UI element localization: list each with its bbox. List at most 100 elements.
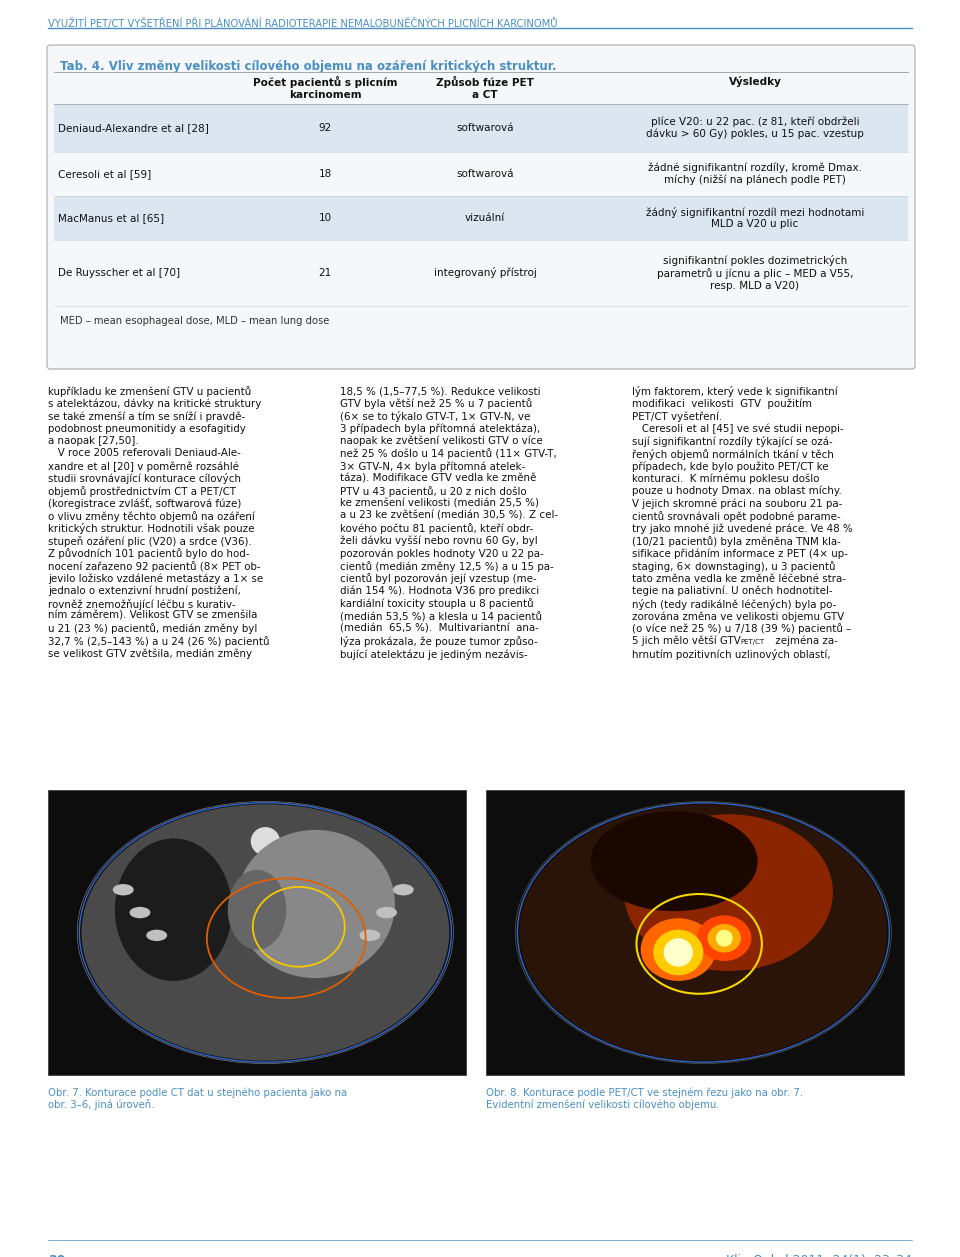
Text: try jako mnohé již uvedené práce. Ve 48 %: try jako mnohé již uvedené práce. Ve 48 … (632, 523, 852, 534)
Text: 18,5 % (1,5–77,5 %). Redukce velikosti: 18,5 % (1,5–77,5 %). Redukce velikosti (340, 386, 540, 396)
Text: cientů srovnávali opět podobné parame-: cientů srovnávali opět podobné parame- (632, 512, 841, 522)
Text: lýza prokázala, že pouze tumor způso-: lýza prokázala, že pouze tumor způso- (340, 636, 538, 647)
Text: nocení zařazeno 92 pacientů (8× PET ob-: nocení zařazeno 92 pacientů (8× PET ob- (48, 561, 260, 572)
Text: bující atelektázu je jediným nezávis-: bující atelektázu je jediným nezávis- (340, 649, 528, 660)
Text: 5 jich mělo větší GTV: 5 jich mělo větší GTV (632, 636, 741, 646)
Text: integrovaný přístroj: integrovaný přístroj (434, 268, 537, 279)
Ellipse shape (115, 838, 232, 980)
Text: Ceresoli et al [45] ve své studii nepopi-: Ceresoli et al [45] ve své studii nepopi… (632, 424, 844, 434)
Text: Tab. 4. Vliv změny velikosti cílového objemu na ozáření kritických struktur.: Tab. 4. Vliv změny velikosti cílového ob… (60, 60, 557, 73)
Text: u 21 (23 %) pacientů, medián změny byl: u 21 (23 %) pacientů, medián změny byl (48, 623, 257, 635)
Text: (10/21 pacientů) byla změněna TNM kla-: (10/21 pacientů) byla změněna TNM kla- (632, 535, 841, 547)
Ellipse shape (82, 804, 449, 1061)
Text: žádný signifikantní rozdíl mezi hodnotami
MLD a V20 u plic: žádný signifikantní rozdíl mezi hodnotam… (646, 206, 864, 229)
Text: GTV byla větší než 25 % u 7 pacientů: GTV byla větší než 25 % u 7 pacientů (340, 398, 532, 410)
Text: objemů prostřednictvím CT a PET/CT: objemů prostřednictvím CT a PET/CT (48, 486, 236, 497)
Text: jednalo o extenzivní hrudní postižení,: jednalo o extenzivní hrudní postižení, (48, 586, 241, 597)
Text: 3× GTV-N, 4× byla přítomná atelek-: 3× GTV-N, 4× byla přítomná atelek- (340, 461, 525, 471)
Ellipse shape (393, 884, 414, 895)
Ellipse shape (653, 930, 704, 975)
Text: Z původních 101 pacientů bylo do hod-: Z původních 101 pacientů bylo do hod- (48, 548, 250, 559)
Bar (48, 789, 466, 1075)
Ellipse shape (130, 906, 151, 919)
Text: 32,7 % (2,5–143 %) a u 24 (26 %) pacientů: 32,7 % (2,5–143 %) a u 24 (26 %) pacient… (48, 636, 270, 647)
Text: 3 případech byla přítomná atelektáza),: 3 případech byla přítomná atelektáza), (340, 424, 540, 434)
Text: a u 23 ke zvětšení (medián 30,5 %). Z cel-: a u 23 ke zvětšení (medián 30,5 %). Z ce… (340, 512, 558, 520)
Text: a naopak [27,50].: a naopak [27,50]. (48, 436, 138, 446)
Text: Počet pacientů s plicním
karcinomem: Počet pacientů s plicním karcinomem (252, 75, 397, 99)
Text: zejména za-: zejména za- (772, 636, 838, 646)
Text: (6× se to týkalo GTV-T, 1× GTV-N, ve: (6× se to týkalo GTV-T, 1× GTV-N, ve (340, 411, 530, 422)
Text: Obr. 7. Konturace podle CT dat u stejného pacienta jako na
obr. 3–6, jiná úroveň: Obr. 7. Konturace podle CT dat u stejnéh… (48, 1087, 348, 1110)
Text: 92: 92 (319, 123, 331, 133)
Text: kového počtu 81 pacientů, kteří obdr-: kového počtu 81 pacientů, kteří obdr- (340, 523, 533, 534)
Ellipse shape (146, 930, 167, 941)
Text: softwarová: softwarová (456, 168, 514, 178)
Text: Klin Onkol 2011; 24(1): 23–34: Klin Onkol 2011; 24(1): 23–34 (726, 1254, 912, 1257)
Text: ním záměrem). Velikost GTV se zmenšila: ním záměrem). Velikost GTV se zmenšila (48, 611, 257, 621)
Text: kardiální toxicity stoupla u 8 pacientů: kardiální toxicity stoupla u 8 pacientů (340, 598, 534, 610)
Ellipse shape (708, 924, 741, 953)
Text: PET/CT vyšetření.: PET/CT vyšetření. (632, 411, 722, 421)
Text: zorována změna ve velikosti objemu GTV: zorována změna ve velikosti objemu GTV (632, 611, 844, 621)
Text: Deniaud-Alexandre et al [28]: Deniaud-Alexandre et al [28] (58, 123, 209, 133)
Text: jevilo ložisko vzdálené metastázy a 1× se: jevilo ložisko vzdálené metastázy a 1× s… (48, 573, 263, 585)
Text: PTV u 43 pacientů, u 20 z nich došlo: PTV u 43 pacientů, u 20 z nich došlo (340, 486, 527, 497)
Text: tegie na paliativní. U oněch hodnotitel-: tegie na paliativní. U oněch hodnotitel- (632, 586, 832, 597)
Text: MED – mean esophageal dose, MLD – mean lung dose: MED – mean esophageal dose, MLD – mean l… (60, 316, 329, 326)
Ellipse shape (697, 915, 752, 962)
Text: ných (tedy radikálně léčených) byla po-: ných (tedy radikálně léčených) byla po- (632, 598, 836, 610)
Bar (486, 789, 904, 1075)
Text: o vlivu změny těchto objemů na ozáření: o vlivu změny těchto objemů na ozáření (48, 512, 254, 522)
Ellipse shape (236, 830, 395, 978)
Text: plíce V20: u 22 pac. (z 81, kteří obdrželi
dávku > 60 Gy) pokles, u 15 pac. vzes: plíce V20: u 22 pac. (z 81, kteří obdrže… (646, 117, 864, 140)
Text: V roce 2005 referovali Deniaud-Ale-: V roce 2005 referovali Deniaud-Ale- (48, 449, 241, 459)
Text: pouze u hodnoty Dmax. na oblast míchy.: pouze u hodnoty Dmax. na oblast míchy. (632, 486, 842, 497)
Text: PET/CT: PET/CT (740, 639, 764, 645)
Text: řených objemů normálních tkání v těch: řených objemů normálních tkání v těch (632, 449, 834, 460)
Ellipse shape (376, 906, 397, 919)
Ellipse shape (359, 930, 380, 941)
Text: (o více než 25 %) u 7/18 (39 %) pacientů –: (o více než 25 %) u 7/18 (39 %) pacientů… (632, 623, 852, 635)
Text: softwarová: softwarová (456, 123, 514, 133)
Text: (koregistrace zvlášť, softwarová fúze): (koregistrace zvlášť, softwarová fúze) (48, 499, 241, 509)
Text: stupeň ozáření plic (V20) a srdce (V36).: stupeň ozáření plic (V20) a srdce (V36). (48, 535, 252, 547)
Text: modifikaci  velikosti  GTV  použitím: modifikaci velikosti GTV použitím (632, 398, 812, 409)
Text: želi dávku vyšší nebo rovnu 60 Gy, byl: želi dávku vyšší nebo rovnu 60 Gy, byl (340, 535, 538, 547)
Text: 18: 18 (319, 168, 331, 178)
Text: studii srovnávající konturace cílových: studii srovnávající konturace cílových (48, 474, 241, 484)
Text: hrnutím pozitivních uzlinových oblastí,: hrnutím pozitivních uzlinových oblastí, (632, 649, 830, 660)
Text: lým faktorem, který vede k signifikantní: lým faktorem, který vede k signifikantní (632, 386, 838, 397)
Text: 30: 30 (48, 1254, 65, 1257)
Text: dián 154 %). Hodnota V36 pro predikci: dián 154 %). Hodnota V36 pro predikci (340, 586, 540, 597)
Text: táza). Modifikace GTV vedla ke změně: táza). Modifikace GTV vedla ke změně (340, 474, 537, 484)
Text: podobnost pneumonitidy a esofagitidy: podobnost pneumonitidy a esofagitidy (48, 424, 246, 434)
Text: cientů (medián změny 12,5 %) a u 15 pa-: cientů (medián změny 12,5 %) a u 15 pa- (340, 561, 554, 572)
Ellipse shape (519, 804, 887, 1061)
Text: konturaci.  K mírnému poklesu došlo: konturaci. K mírnému poklesu došlo (632, 474, 820, 484)
Text: xandre et al [20] v poměrně rozsáhlé: xandre et al [20] v poměrně rozsáhlé (48, 461, 239, 471)
Text: než 25 % došlo u 14 pacientů (11× GTV-T,: než 25 % došlo u 14 pacientů (11× GTV-T, (340, 449, 557, 459)
Ellipse shape (251, 827, 280, 856)
Text: ke zmenšení velikosti (medián 25,5 %): ke zmenšení velikosti (medián 25,5 %) (340, 499, 539, 509)
Ellipse shape (590, 811, 757, 911)
Text: se také zmenší a tím se sníží i pravdě-: se také zmenší a tím se sníží i pravdě- (48, 411, 245, 421)
Text: žádné signifikantní rozdíly, kromě Dmax.
míchy (nižší na plánech podle PET): žádné signifikantní rozdíly, kromě Dmax.… (648, 162, 862, 185)
Ellipse shape (624, 815, 833, 970)
Text: 10: 10 (319, 212, 331, 222)
Text: sifikace přidáním informace z PET (4× up-: sifikace přidáním informace z PET (4× up… (632, 548, 848, 559)
Text: cientů byl pozorován její vzestup (me-: cientů byl pozorován její vzestup (me- (340, 573, 537, 585)
Text: 21: 21 (319, 268, 331, 278)
Text: staging, 6× downstaging), u 3 pacientů: staging, 6× downstaging), u 3 pacientů (632, 561, 835, 572)
Text: Způsob fúze PET
a CT: Způsob fúze PET a CT (436, 75, 534, 99)
Ellipse shape (716, 930, 732, 947)
Text: V jejich skromné práci na souboru 21 pa-: V jejich skromné práci na souboru 21 pa- (632, 499, 842, 509)
Ellipse shape (640, 919, 716, 980)
Text: Ceresoli et al [59]: Ceresoli et al [59] (58, 168, 152, 178)
Text: se velikost GTV zvětšila, medián změny: se velikost GTV zvětšila, medián změny (48, 649, 252, 659)
Ellipse shape (112, 884, 133, 895)
Ellipse shape (663, 938, 693, 967)
Text: sují signifikantní rozdíly týkající se ozá-: sují signifikantní rozdíly týkající se o… (632, 436, 832, 447)
Text: kritických struktur. Hodnotili však pouze: kritických struktur. Hodnotili však pouz… (48, 523, 254, 534)
Text: vizuální: vizuální (465, 212, 505, 222)
